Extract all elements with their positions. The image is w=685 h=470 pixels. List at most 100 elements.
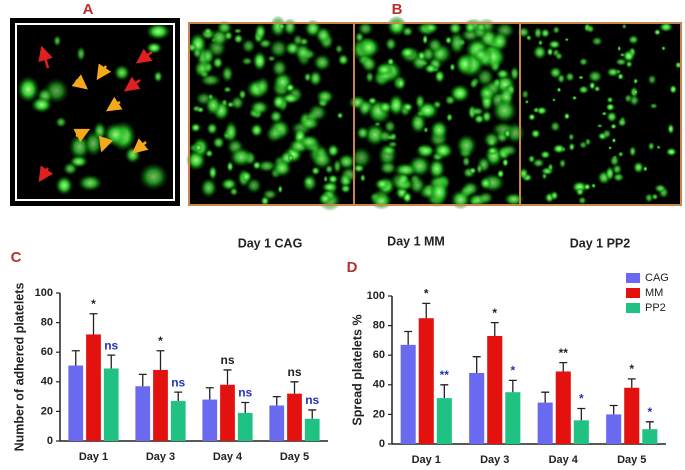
bar	[573, 420, 589, 444]
legend-label: PP2	[645, 302, 666, 314]
cell	[138, 162, 169, 191]
annotation: *	[424, 287, 429, 301]
annotation: ns	[171, 375, 185, 389]
cell	[612, 172, 625, 183]
cell	[591, 36, 604, 47]
cell	[596, 123, 603, 128]
cell	[564, 37, 570, 42]
y-tick-label: 60	[373, 349, 385, 361]
cell	[229, 186, 239, 197]
cell	[194, 143, 203, 152]
cell	[298, 134, 321, 149]
cell	[201, 47, 215, 66]
cell	[379, 160, 398, 176]
cell	[472, 46, 489, 63]
error-bar	[290, 381, 299, 394]
cell	[415, 143, 436, 159]
cell	[554, 51, 564, 61]
cell	[602, 128, 612, 139]
cell	[649, 102, 659, 110]
cell	[518, 167, 529, 180]
cell	[262, 188, 278, 201]
cell	[521, 89, 530, 100]
legend-label: CAG	[645, 272, 669, 284]
cell	[547, 162, 554, 172]
cell	[423, 22, 439, 33]
legend-swatch	[626, 273, 640, 283]
annotation: *	[510, 364, 515, 378]
cell	[464, 20, 477, 35]
bar	[624, 387, 640, 444]
error-bar	[472, 356, 481, 373]
cell	[389, 171, 413, 191]
micrograph	[185, 15, 683, 212]
y-tick-label: 0	[47, 435, 53, 447]
annotation: *	[158, 334, 163, 348]
cell	[593, 85, 601, 93]
x-tick-label: Day 1	[412, 454, 441, 466]
cell	[287, 154, 294, 162]
cell	[221, 65, 234, 83]
cell	[375, 62, 394, 77]
cell	[469, 106, 485, 117]
cell	[533, 26, 543, 40]
cell	[537, 39, 544, 46]
cell	[278, 22, 286, 30]
annotation: **	[440, 368, 450, 382]
cell	[388, 93, 405, 117]
cell	[628, 145, 637, 158]
bar	[487, 335, 503, 444]
cell	[585, 24, 595, 34]
cell	[549, 120, 561, 133]
cell	[318, 192, 333, 205]
cell	[281, 92, 300, 105]
cell	[145, 22, 171, 41]
cell	[323, 175, 329, 183]
error-bar	[308, 409, 317, 419]
y-tick-label: 40	[373, 379, 385, 391]
cell	[550, 190, 559, 201]
panel-letter: A	[83, 1, 94, 18]
cell	[285, 82, 296, 93]
panel-letter: D	[347, 259, 358, 276]
cell	[491, 98, 518, 124]
cell	[388, 132, 398, 142]
cell	[196, 106, 205, 114]
cell	[610, 123, 617, 130]
cell	[669, 84, 678, 95]
cell	[224, 120, 239, 144]
cell	[350, 146, 373, 170]
cell	[532, 44, 547, 60]
cell	[578, 57, 589, 67]
cell	[429, 119, 449, 141]
cell	[656, 145, 661, 150]
bar	[86, 334, 101, 441]
cell	[200, 177, 218, 198]
error-bar	[174, 391, 183, 402]
cell	[524, 99, 530, 105]
bar	[103, 368, 119, 441]
bar	[153, 369, 168, 441]
cell	[468, 166, 477, 175]
y-axis-label: Number of adhered platelets	[12, 283, 26, 452]
cell	[621, 23, 627, 30]
image-border	[15, 23, 175, 201]
annotation: *	[647, 405, 652, 419]
y-tick-label: 0	[379, 438, 385, 450]
annotation: ns	[238, 386, 252, 400]
cell	[577, 85, 590, 95]
cell	[230, 95, 245, 111]
error-bar	[609, 404, 618, 415]
cell	[478, 85, 496, 101]
cell	[53, 34, 62, 47]
error-bar	[107, 354, 116, 369]
bar	[68, 365, 84, 441]
cell	[444, 35, 453, 45]
bar	[418, 318, 434, 444]
panel-letter: B	[392, 1, 403, 18]
cell	[546, 47, 554, 57]
error-bar	[645, 421, 654, 430]
arrows	[38, 45, 153, 183]
cell	[229, 146, 254, 168]
